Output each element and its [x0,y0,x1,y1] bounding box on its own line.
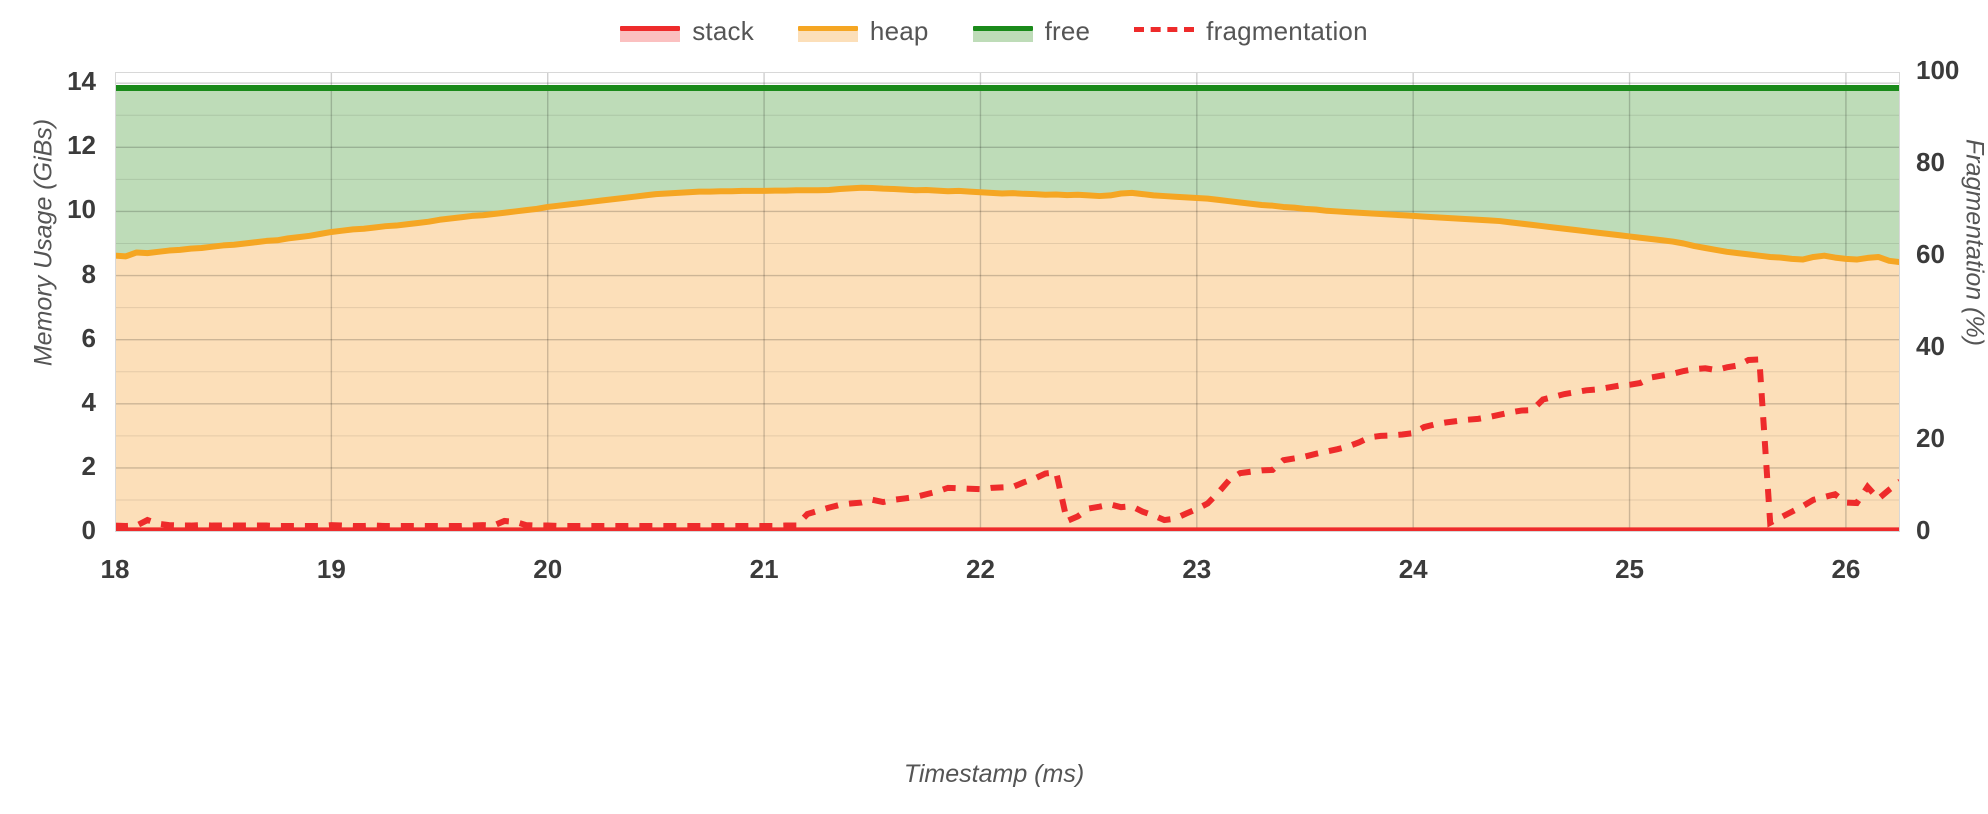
legend-label-free: free [1044,15,1091,46]
legend-item-fragmentation[interactable]: fragmentation [1134,16,1368,47]
y-axis-right-tick: 60 [1916,239,1945,269]
chart-svg [115,72,1900,532]
y-axis-left-tick: 4 [81,386,96,417]
y-axis-left-tick: 8 [81,258,96,289]
y-axis-left-tick: 6 [81,322,96,353]
y-axis-left-tick: 2 [81,450,96,481]
y-axis-right-tick: 80 [1916,147,1945,177]
legend-swatch-free [972,20,1033,42]
x-axis-tick: 23 [1182,554,1212,584]
x-axis-tick: 25 [1615,554,1644,584]
y-axis-right-tick: 20 [1916,423,1945,453]
chart-legend: stack heap free fragmentation [0,8,1988,54]
legend-swatch-fragmentation [1134,20,1195,42]
x-axis-tick: 18 [100,554,130,584]
legend-item-stack[interactable]: stack [620,16,754,47]
legend-label-heap: heap [869,15,929,46]
x-axis-tick: 19 [316,554,346,584]
y-axis-left-tick: 12 [67,130,96,161]
y-axis-right-title: Fragmentation (%) [1960,138,1988,347]
plot-area[interactable] [115,72,1900,532]
legend-swatch-heap [797,20,858,42]
y-axis-left-tick: 14 [67,66,96,97]
x-axis-title: Timestamp (ms) [903,760,1085,788]
legend-item-free[interactable]: free [972,15,1091,47]
legend-label-stack: stack [692,15,754,46]
x-axis-tick: 24 [1398,554,1428,584]
x-axis-tick: 21 [749,554,779,584]
y-axis-left-title: Memory Usage (GiBs) [29,118,58,367]
x-axis-tick: 26 [1831,554,1861,584]
y-axis-right-tick: 0 [1916,515,1931,545]
y-axis-left-tick: 10 [67,194,96,225]
legend-label-fragmentation: fragmentation [1206,15,1368,46]
legend-item-heap[interactable]: heap [797,15,929,47]
y-axis-right-tick: 40 [1916,331,1945,361]
y-axis-left-tick: 0 [81,515,96,545]
y-axis-right-tick: 100 [1916,55,1960,85]
x-axis-tick: 22 [965,554,995,584]
legend-swatch-stack [620,20,681,42]
x-axis-tick: 20 [533,554,563,584]
